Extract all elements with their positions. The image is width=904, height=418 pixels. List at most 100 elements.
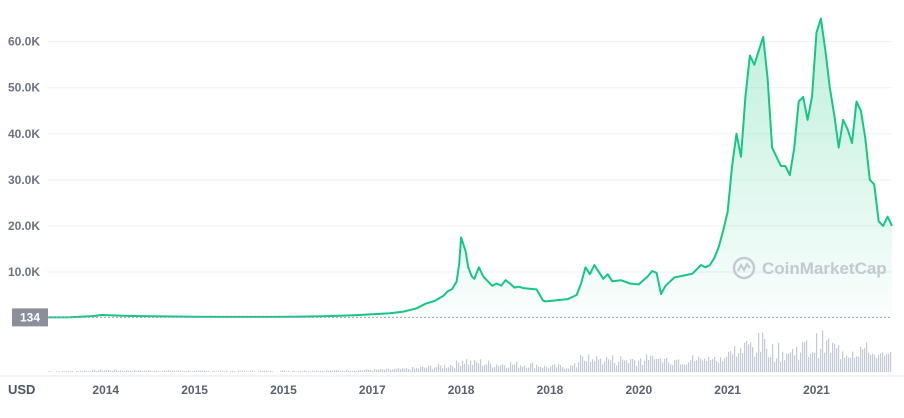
volume-bar <box>820 348 822 372</box>
volume-bar <box>352 370 354 372</box>
volume-bar <box>562 367 564 372</box>
volume-bar <box>306 371 308 372</box>
volume-bar <box>300 371 302 372</box>
volume-bar <box>654 359 656 372</box>
x-tick-label: 2020 <box>625 383 652 397</box>
volume-bar <box>776 358 778 372</box>
volume-bar <box>472 365 474 372</box>
volume-bar <box>832 342 834 372</box>
volume-bar <box>540 366 542 372</box>
volume-bar <box>412 367 414 372</box>
volume-bar <box>638 360 640 372</box>
volume-bar <box>224 371 226 372</box>
volume-bars <box>48 330 892 372</box>
volume-bar <box>120 370 122 372</box>
volume-bar <box>444 364 446 372</box>
volume-bar <box>148 370 150 372</box>
volume-bar <box>64 371 66 372</box>
volume-bar <box>882 352 884 372</box>
volume-bar <box>730 351 732 372</box>
volume-bar <box>652 355 654 372</box>
volume-bar <box>462 360 464 372</box>
volume-bar <box>452 366 454 372</box>
volume-bar <box>596 356 598 372</box>
x-tick-label: 2021 <box>803 383 830 397</box>
volume-bar <box>106 370 108 372</box>
volume-bar <box>570 365 572 372</box>
x-tick-label: 2017 <box>359 383 386 397</box>
volume-bar <box>96 371 98 372</box>
volume-bar <box>872 353 874 372</box>
volume-bar <box>308 371 310 372</box>
price-series-line[interactable] <box>47 17 893 319</box>
volume-bar <box>388 368 390 372</box>
volume-bar <box>752 347 754 372</box>
volume-bar <box>798 360 800 372</box>
volume-bar <box>220 370 222 372</box>
volume-bar <box>762 332 764 372</box>
volume-bar <box>56 371 58 372</box>
volume-bar <box>550 366 552 372</box>
volume-bar <box>268 371 270 372</box>
volume-bar <box>712 359 714 372</box>
volume-bar <box>804 342 806 372</box>
volume-bar <box>778 342 780 372</box>
volume-bar <box>334 369 336 372</box>
currency-label: USD <box>8 382 35 397</box>
volume-bar <box>690 360 692 372</box>
volume-bar <box>78 371 80 372</box>
volume-bar <box>640 358 642 372</box>
volume-bar <box>516 361 518 372</box>
volume-bar <box>122 370 124 372</box>
volume-bar <box>156 370 158 372</box>
volume-bar <box>544 365 546 372</box>
coinmarketcap-logo-icon <box>732 256 756 280</box>
volume-bar <box>760 351 762 372</box>
volume-bar <box>700 358 702 372</box>
volume-bar <box>726 356 728 372</box>
volume-bar <box>140 370 142 372</box>
volume-bar <box>744 342 746 372</box>
x-tick-label: 2018 <box>448 383 475 397</box>
volume-bar <box>316 370 318 372</box>
volume-bar <box>420 366 422 372</box>
volume-bar <box>672 365 674 372</box>
volume-bar <box>742 353 744 372</box>
volume-bar <box>378 369 380 372</box>
volume-bar <box>566 368 568 372</box>
volume-bar <box>502 364 504 372</box>
volume-bar <box>572 365 574 372</box>
volume-bar <box>84 370 86 372</box>
volume-bar <box>522 366 524 372</box>
volume-bar <box>656 358 658 372</box>
volume-bar <box>646 354 648 372</box>
volume-bar <box>684 364 686 372</box>
volume-bar <box>856 356 858 372</box>
volume-bar <box>312 370 314 372</box>
volume-bar <box>350 371 352 372</box>
volume-bar <box>264 370 266 372</box>
volume-bar <box>714 356 716 372</box>
volume-bar <box>318 371 320 372</box>
volume-bar <box>624 360 626 372</box>
volume-bar <box>852 351 854 372</box>
volume-bar <box>332 370 334 372</box>
volume-bar <box>464 363 466 372</box>
volume-bar <box>492 367 494 372</box>
volume-bar <box>154 371 156 372</box>
volume-bar <box>480 359 482 372</box>
grid-lines <box>0 41 904 377</box>
volume-bar <box>322 370 324 372</box>
volume-bar <box>488 360 490 372</box>
volume-bar <box>134 369 136 372</box>
volume-bar <box>146 370 148 372</box>
volume-bar <box>430 366 432 372</box>
volume-bar <box>212 371 214 372</box>
volume-bar <box>598 359 600 372</box>
volume-bar <box>138 370 140 372</box>
volume-bar <box>796 346 798 372</box>
volume-bar <box>302 371 304 372</box>
x-tick-label: 2021 <box>714 383 741 397</box>
